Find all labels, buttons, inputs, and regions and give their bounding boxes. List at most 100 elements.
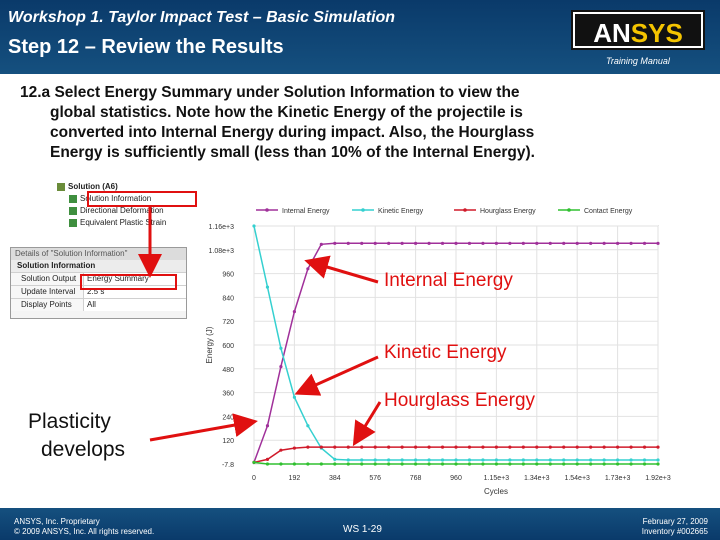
data-point <box>629 445 633 449</box>
data-point <box>414 458 418 462</box>
details-key: Solution Output <box>11 273 84 285</box>
x-tick-label: 960 <box>450 475 462 482</box>
tree-solution-label: Solution (A6) <box>68 182 118 191</box>
y-axis-label: Energy (J) <box>205 326 214 363</box>
data-point <box>265 285 270 289</box>
training-manual-label: Training Manual <box>606 56 670 66</box>
footer-copyright: © 2009 ANSYS, Inc. All rights reserved. <box>14 527 155 536</box>
data-point <box>346 462 350 466</box>
data-point <box>616 445 620 449</box>
logo-an: AN <box>593 18 631 48</box>
data-point <box>467 462 472 466</box>
x-tick-label: 768 <box>410 475 422 482</box>
data-point <box>629 458 633 462</box>
tree-item-solution[interactable]: Solution (A6) <box>57 181 217 193</box>
tree-item-directional-deformation[interactable]: Directional Deformation <box>57 205 217 217</box>
workshop-title: Workshop 1. Taylor Impact Test – Basic S… <box>8 9 396 26</box>
data-point <box>629 241 633 245</box>
slide-header: Workshop 1. Taylor Impact Test – Basic S… <box>0 0 720 74</box>
data-point <box>656 241 660 245</box>
plasticity-line-1: Plasticity <box>28 410 111 433</box>
deformation-icon <box>69 206 77 215</box>
data-point <box>548 462 552 466</box>
callout-hourglass-energy: Hourglass Energy <box>384 390 536 411</box>
data-point <box>387 445 391 449</box>
data-point <box>387 458 391 462</box>
arrow-internal <box>304 255 379 284</box>
instruction-line-1: 12.a Select Energy Summary under Solutio… <box>20 84 520 101</box>
legend-label: Internal Energy <box>282 208 330 215</box>
callout-plasticity: Plasticity develops <box>28 408 125 464</box>
highlight-energy-summary <box>80 274 177 290</box>
data-point <box>494 445 498 449</box>
data-point <box>414 445 418 449</box>
arrow-kinetic <box>294 355 379 396</box>
y-tick-label: 360 <box>222 391 234 398</box>
details-row-display-points[interactable]: Display Points All <box>11 298 186 311</box>
x-axis-label: Cycles <box>484 487 508 496</box>
legend-marker <box>463 208 467 212</box>
data-point <box>360 458 364 462</box>
data-point <box>440 241 445 245</box>
strain-icon <box>69 218 77 227</box>
data-point <box>642 458 647 462</box>
arrow-hourglass <box>352 401 382 447</box>
tree-item-plastic-strain[interactable]: Equivalent Plastic Strain <box>57 217 217 229</box>
data-point <box>333 445 337 449</box>
x-tick-label: 1.34e+3 <box>524 475 550 482</box>
y-tick-label: 720 <box>222 319 234 326</box>
data-point <box>387 462 391 466</box>
data-point <box>360 241 364 245</box>
data-point <box>427 462 431 466</box>
data-point <box>642 241 647 245</box>
data-point <box>575 462 579 466</box>
data-point <box>400 241 404 245</box>
callout-kinetic-energy: Kinetic Energy <box>384 342 507 363</box>
data-point <box>400 462 404 466</box>
data-point <box>467 445 472 449</box>
data-point <box>454 241 458 245</box>
data-point <box>616 241 620 245</box>
y-tick-label: 480 <box>222 367 234 374</box>
data-point <box>400 445 404 449</box>
data-point <box>616 458 620 462</box>
y-tick-label: 1.08e+3 <box>209 248 235 255</box>
details-row-solution-output[interactable]: Solution Output Energy Summary <box>11 272 186 285</box>
data-point <box>373 445 377 449</box>
data-point <box>535 445 539 449</box>
data-point <box>481 458 485 462</box>
logo-sys: SYS <box>630 18 683 48</box>
data-point <box>306 424 310 428</box>
data-point <box>602 458 606 462</box>
data-point <box>414 241 418 245</box>
instruction-line-4: Energy is sufficiently small (less than … <box>50 144 535 161</box>
data-point <box>508 458 512 462</box>
display-points-select[interactable]: All <box>84 299 186 311</box>
tree-item-solution-information[interactable]: Solution Information <box>57 193 217 205</box>
footer-page-number: WS 1-29 <box>343 524 382 535</box>
data-point <box>440 445 445 449</box>
data-point <box>427 458 431 462</box>
data-point <box>521 241 525 245</box>
data-point <box>548 445 552 449</box>
data-point <box>373 462 377 466</box>
instruction-line-3: converted into Internal Energy during im… <box>50 124 535 141</box>
x-tick-label: 1.92e+3 <box>645 475 671 482</box>
data-point <box>387 241 391 245</box>
y-tick-label: -7.8 <box>222 462 234 469</box>
data-point <box>656 458 660 462</box>
y-tick-label: 1.16e+3 <box>209 224 235 231</box>
legend-label: Contact Energy <box>584 208 633 215</box>
data-point <box>279 448 283 452</box>
data-point <box>454 445 458 449</box>
data-point <box>292 446 296 450</box>
data-point <box>319 242 323 246</box>
data-point <box>346 458 350 462</box>
data-point <box>427 445 431 449</box>
data-point <box>265 462 270 466</box>
data-point <box>508 462 512 466</box>
data-point <box>279 346 283 350</box>
data-point <box>252 224 256 228</box>
data-point <box>535 241 539 245</box>
